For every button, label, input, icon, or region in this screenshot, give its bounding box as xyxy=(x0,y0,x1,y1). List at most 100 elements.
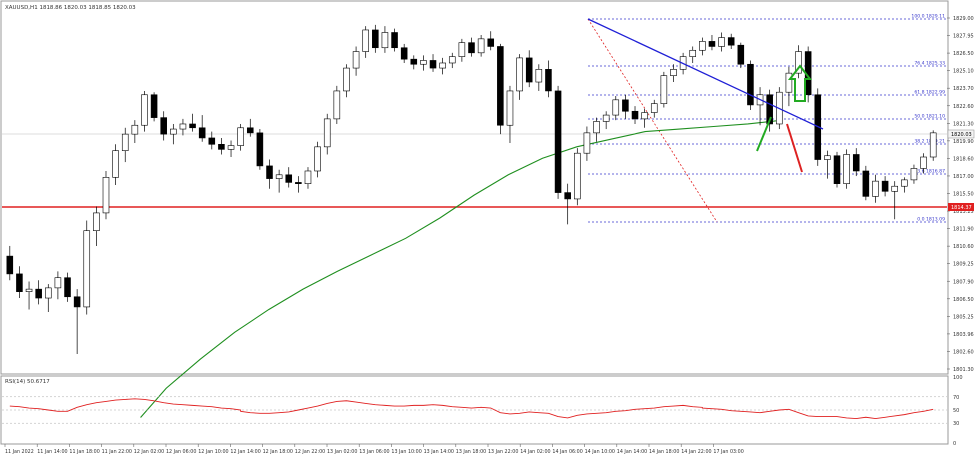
rsi-line xyxy=(9,398,934,420)
candle-body xyxy=(650,103,658,113)
candles-layer xyxy=(6,24,937,354)
time-tick-label: 14 Jan 18:00 xyxy=(649,449,679,455)
fib-diagonal xyxy=(587,18,718,223)
candle-body xyxy=(593,121,600,134)
time-tick-label: 14 Jan 10:00 xyxy=(585,449,615,455)
rsi-layer: 100 70 50 30 0 xyxy=(2,375,963,447)
candle-body xyxy=(545,69,552,92)
time-tick-label: 11 Jan 2022 xyxy=(5,449,34,455)
time-tick-label: 12 Jan 18:00 xyxy=(263,449,293,455)
candle-body xyxy=(862,170,870,197)
time-tick-label: 12 Jan 02:00 xyxy=(134,449,164,455)
candle-body xyxy=(747,63,754,106)
candle-body xyxy=(795,51,802,74)
candle-body xyxy=(73,296,81,308)
candle-body xyxy=(6,255,14,275)
candle-body xyxy=(458,42,466,57)
fib-level-label: 50.0 1821.10 xyxy=(914,114,945,120)
fib-level-label: 76.4 1825.33 xyxy=(914,61,945,67)
time-axis: 11 Jan 2022 11 Jan 14:00 11 Jan 18:00 11 Ja… xyxy=(4,444,744,455)
candle-body xyxy=(141,94,148,126)
candle-body xyxy=(131,124,139,135)
candle-body xyxy=(410,58,418,65)
candle-body xyxy=(16,273,23,292)
candle-body xyxy=(295,182,302,184)
time-tick-label: 13 Jan 22:00 xyxy=(488,449,518,455)
candle-body xyxy=(83,230,91,308)
candle-body xyxy=(400,47,408,60)
price-tick-label: 1825.10 xyxy=(953,69,974,75)
candle-body xyxy=(660,75,668,104)
candle-body xyxy=(333,90,341,120)
annotation-arrows xyxy=(756,64,813,173)
price-tick-label: 1823.70 xyxy=(953,86,974,92)
candle-body xyxy=(237,127,244,146)
price-tick-label: 1826.50 xyxy=(953,51,974,57)
price-tick-label: 1813.25 xyxy=(953,209,974,215)
time-tick-label: 17 Jan 03:00 xyxy=(713,449,743,455)
fibonacci-levels: 100.0 1829.11 76.4 1825.33 61.8 1822.99 50.… xyxy=(587,14,947,223)
time-tick-label: 13 Jan 10:00 xyxy=(391,449,421,455)
candle-body xyxy=(535,69,543,83)
candle-body xyxy=(785,72,793,93)
time-tick-label: 13 Jan 06:00 xyxy=(359,449,389,455)
price-tick-label: 1803.96 xyxy=(953,332,974,338)
candle-body xyxy=(150,94,158,118)
price-tick-label: 1821.30 xyxy=(953,121,974,127)
last-price-box xyxy=(947,129,975,139)
candle-body xyxy=(218,144,225,150)
time-tick-label: 11 Jan 22:00 xyxy=(102,449,132,455)
candle-body xyxy=(429,60,437,69)
last-price-label: 1820.03 xyxy=(951,132,972,138)
time-tick-label: 13 Jan 02:00 xyxy=(327,449,357,455)
time-tick-label: 14 Jan 14:00 xyxy=(617,449,647,455)
candle-body xyxy=(824,155,831,160)
green-path-arrow xyxy=(756,116,772,152)
time-tick-label: 14 Jan 06:00 xyxy=(552,449,582,455)
candle-body xyxy=(352,51,360,69)
time-tick-label: 14 Jan 22:00 xyxy=(681,449,711,455)
candle-body xyxy=(246,127,254,134)
candle-body xyxy=(343,67,350,92)
candle-body xyxy=(525,57,533,83)
fib-level-label: 0.0 1813.09 xyxy=(917,217,945,223)
candle-body xyxy=(612,99,620,116)
candle-body xyxy=(516,57,523,92)
price-tick-label: 1827.95 xyxy=(953,34,974,40)
candle-body xyxy=(45,287,52,299)
candle-body xyxy=(622,99,629,112)
price-tick-label: 1829.00 xyxy=(953,16,974,22)
candle-body xyxy=(362,29,369,52)
symbol-info: XAUUSD,H1 1818.86 1820.03 1818.85 1820.0… xyxy=(5,5,136,11)
candle-body xyxy=(910,168,918,181)
candle-body xyxy=(852,154,860,172)
time-tick-label: 12 Jan 10:00 xyxy=(198,449,228,455)
candle-body xyxy=(64,277,71,298)
price-tick-label: 1809.25 xyxy=(953,262,974,268)
price-tick-label: 1822.60 xyxy=(953,104,974,110)
rsi-level-label: 70 xyxy=(953,395,959,401)
time-tick-label: 13 Jan 18:00 xyxy=(456,449,486,455)
candle-body xyxy=(121,133,129,151)
time-tick-label: 14 Jan 02:00 xyxy=(520,449,550,455)
price-tick-label: 1807.90 xyxy=(953,279,974,285)
rsi-level-label: 30 xyxy=(953,421,959,427)
candle-body xyxy=(420,60,427,65)
candle-body xyxy=(506,90,514,126)
time-tick-label: 12 Jan 22:00 xyxy=(295,449,325,455)
price-tick-label: 1801.30 xyxy=(953,367,974,373)
candle-body xyxy=(737,44,745,65)
candle-body xyxy=(448,56,456,64)
candle-body xyxy=(170,128,177,135)
candle-body xyxy=(198,127,206,139)
candle-body xyxy=(708,41,716,47)
candle-body xyxy=(112,150,119,178)
candle-body xyxy=(574,152,581,200)
rsi-label: RSI(14) 50.6717 xyxy=(5,379,50,385)
candle-body xyxy=(718,37,725,47)
support-price-box xyxy=(948,203,974,211)
candle-body xyxy=(304,170,312,184)
candle-body xyxy=(323,118,331,148)
